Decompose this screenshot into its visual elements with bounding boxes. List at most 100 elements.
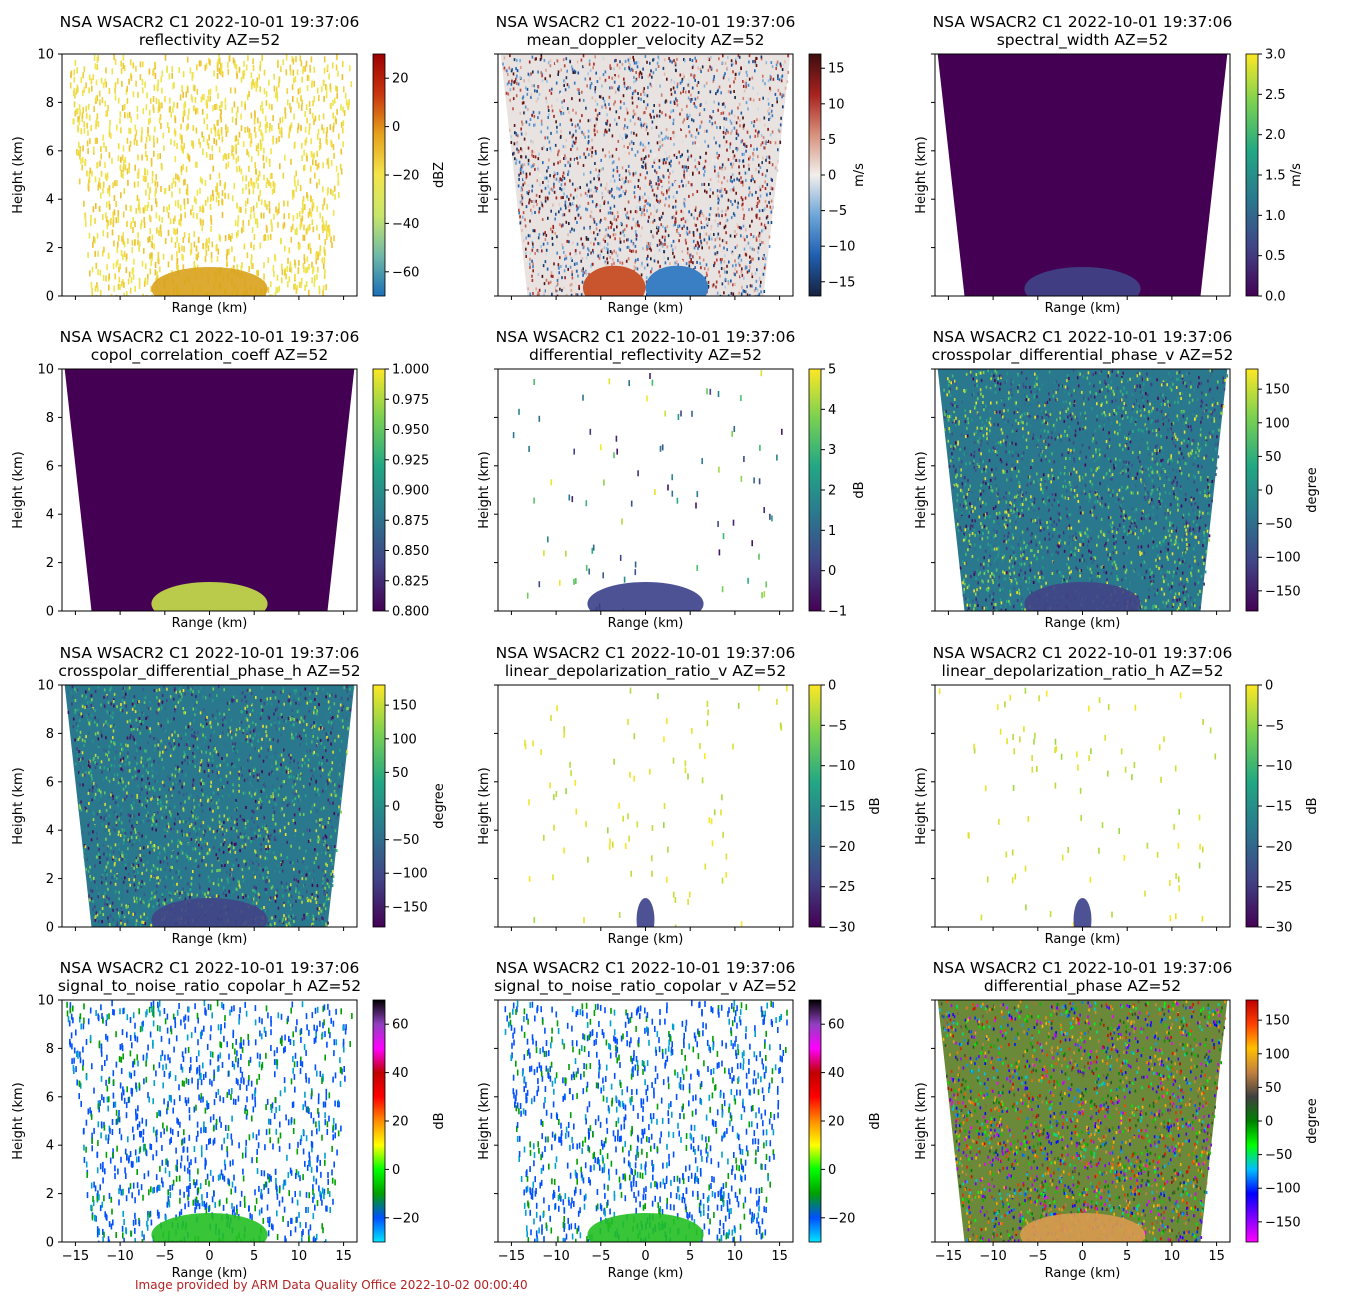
- colorbar-tick-label: 0.950: [392, 423, 429, 438]
- coverage-area: [500, 54, 791, 296]
- colorbar-tick-label: 20: [392, 1115, 409, 1130]
- colorbar-tick-label: 50: [1265, 450, 1282, 465]
- colorbar-tick-label: −150: [392, 900, 428, 915]
- colorbar-tick-label: 150: [392, 699, 417, 714]
- x-tick-label: −15: [498, 1249, 525, 1264]
- panel-subtitle: linear_depolarization_ratio_v AZ=52: [505, 662, 786, 681]
- radar-field: [64, 685, 355, 927]
- colorbar-tick-label: −40: [392, 217, 419, 232]
- colorbar-tick-label: 5: [828, 363, 836, 378]
- colorbar-tick-label: 0: [392, 800, 400, 815]
- near-surface-echo: [587, 1212, 704, 1242]
- colorbar-tick-label: 0.875: [392, 514, 429, 529]
- colorbar-label: dB: [868, 1112, 883, 1129]
- plot-frame: [497, 684, 794, 928]
- colorbar-label: degree: [1305, 467, 1320, 513]
- y-tick-label: 0: [46, 290, 54, 305]
- y-axis-label: Height (km): [477, 767, 492, 844]
- y-tick-label: 0: [46, 921, 54, 936]
- radar-field: [512, 370, 783, 611]
- footer-credit: Image provided by ARM Data Quality Offic…: [135, 1278, 528, 1292]
- panel-title: NSA WSACR2 C1 2022-10-01 19:37:06: [496, 644, 796, 662]
- colorbar-tick-label: 20: [828, 1115, 845, 1130]
- colorbar-tick-label: −20: [828, 840, 855, 855]
- colorbar-tick-label: 0: [1265, 1115, 1273, 1130]
- colorbar-tick-label: −15: [1265, 800, 1292, 815]
- coverage-area: [937, 54, 1228, 296]
- x-tick-label: 15: [1208, 1249, 1225, 1264]
- panel-title: NSA WSACR2 C1 2022-10-01 19:37:06: [933, 959, 1233, 977]
- colorbar-tick-label: 0.900: [392, 484, 429, 499]
- colorbar-tick-label: −20: [828, 1211, 855, 1226]
- colorbar-tick-label: 150: [1265, 1014, 1290, 1029]
- colorbar-tick-label: −10: [828, 759, 855, 774]
- colorbar-tick-label: 0: [828, 1163, 836, 1178]
- x-tick-label: 5: [686, 1249, 694, 1264]
- colorbar: [372, 684, 386, 928]
- y-tick-label: 2: [46, 241, 54, 256]
- colorbar: [1245, 999, 1259, 1243]
- radar-field: [937, 54, 1228, 296]
- colorbar-tick-label: 1.0: [1265, 209, 1286, 224]
- radar-field: [937, 369, 1229, 611]
- colorbar-tick-label: 0: [392, 120, 400, 135]
- panel-linear-depolarization-ratio-v: NSA WSACR2 C1 2022-10-01 19:37:06linear_…: [477, 644, 883, 947]
- colorbar: [808, 684, 822, 928]
- colorbar-tick-label: −15: [828, 800, 855, 815]
- colorbar-tick-label: 40: [828, 1066, 845, 1081]
- colorbar-tick-label: −15: [828, 275, 855, 290]
- panel-title: NSA WSACR2 C1 2022-10-01 19:37:06: [496, 328, 796, 346]
- panel-signal-to-noise-ratio-copolar-v: NSA WSACR2 C1 2022-10-01 19:37:06signal_…: [477, 959, 883, 1281]
- x-axis-label: Range (km): [608, 301, 684, 316]
- colorbar-tick-label: 40: [392, 1066, 409, 1081]
- near-surface-echo: [151, 266, 268, 296]
- x-axis-label: Range (km): [172, 301, 248, 316]
- y-tick-label: 6: [46, 144, 54, 159]
- colorbar: [1245, 684, 1259, 928]
- x-axis-label: Range (km): [1045, 1266, 1121, 1281]
- colorbar-tick-label: 0.5: [1265, 249, 1286, 264]
- panel-title: NSA WSACR2 C1 2022-10-01 19:37:06: [60, 644, 360, 662]
- colorbar-label: m/s: [1289, 163, 1304, 187]
- colorbar-tick-label: 60: [828, 1018, 845, 1033]
- panel-mean-doppler-velocity: NSA WSACR2 C1 2022-10-01 19:37:06mean_do…: [477, 13, 867, 316]
- colorbar-tick-label: −5: [1265, 719, 1284, 734]
- colorbar-tick-label: 3: [828, 443, 836, 458]
- colorbar-tick-label: −20: [392, 1211, 419, 1226]
- y-tick-label: 6: [46, 775, 54, 790]
- colorbar: [808, 53, 822, 297]
- colorbar-tick-label: 0: [1265, 484, 1273, 499]
- colorbar-tick-label: 0.925: [392, 453, 429, 468]
- colorbar: [372, 368, 386, 612]
- colorbar-tick-label: 0.850: [392, 544, 429, 559]
- radar-field: [69, 54, 353, 296]
- plot-frame: [497, 368, 794, 612]
- colorbar-tick-label: 0.825: [392, 574, 429, 589]
- y-axis-label: Height (km): [477, 136, 492, 213]
- x-axis-label: Range (km): [1045, 932, 1121, 947]
- y-axis-label: Height (km): [11, 136, 26, 213]
- panel-subtitle: differential_reflectivity AZ=52: [529, 346, 762, 365]
- panel-differential-reflectivity: NSA WSACR2 C1 2022-10-01 19:37:06differe…: [477, 328, 867, 631]
- colorbar: [808, 368, 822, 612]
- colorbar-tick-label: 1.000: [392, 363, 429, 378]
- panel-title: NSA WSACR2 C1 2022-10-01 19:37:06: [496, 13, 796, 31]
- panel-differential-phase: NSA WSACR2 C1 2022-10-01 19:37:06differe…: [914, 959, 1320, 1281]
- x-tick-label: 5: [1123, 1249, 1131, 1264]
- radar-field: [64, 369, 355, 611]
- colorbar-tick-label: −100: [1265, 1182, 1301, 1197]
- x-tick-label: −5: [1028, 1249, 1047, 1264]
- x-axis-label: Range (km): [608, 1266, 684, 1281]
- colorbar-label: dB: [852, 481, 867, 498]
- x-tick-label: −15: [62, 1249, 89, 1264]
- colorbar-tick-label: −20: [392, 169, 419, 184]
- panel-subtitle: differential_phase AZ=52: [984, 977, 1181, 996]
- radar-field: [66, 1000, 353, 1242]
- y-tick-label: 4: [46, 508, 54, 523]
- colorbar-tick-label: −30: [828, 921, 855, 936]
- panel-spectral-width: NSA WSACR2 C1 2022-10-01 19:37:06spectra…: [914, 13, 1304, 316]
- y-tick-label: 4: [46, 824, 54, 839]
- colorbar: [372, 999, 386, 1243]
- panel-reflectivity: NSA WSACR2 C1 2022-10-01 19:37:06reflect…: [11, 13, 447, 316]
